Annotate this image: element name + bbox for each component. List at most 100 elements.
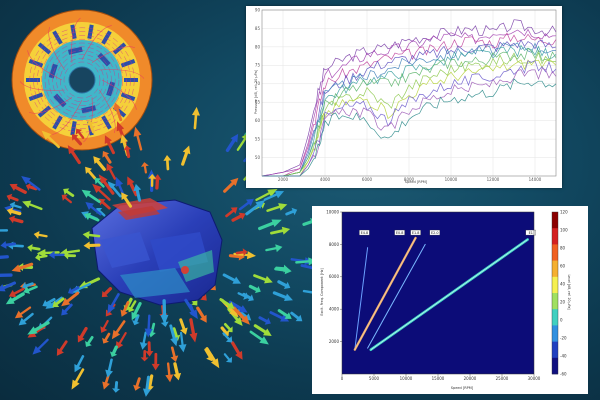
vector-arrowhead bbox=[105, 369, 114, 378]
x-tick-label: 30000 bbox=[528, 376, 541, 381]
vector-arrowhead bbox=[295, 314, 303, 322]
order-tag: E4.8 bbox=[361, 231, 369, 235]
vector-arrow bbox=[228, 300, 245, 312]
vector-arrow bbox=[117, 332, 127, 346]
vector-arrow bbox=[75, 355, 85, 369]
vector-arrow bbox=[225, 208, 236, 218]
vector-arrow bbox=[142, 331, 147, 346]
campbell-ylabel: Excit. Freq. Component [Hz] bbox=[320, 268, 324, 316]
vector-arrow bbox=[272, 291, 289, 300]
vector-arrowhead bbox=[163, 154, 172, 161]
vector-arrowhead bbox=[83, 241, 90, 250]
vector-arrow bbox=[103, 332, 111, 343]
vector-arrow bbox=[18, 306, 32, 317]
vector-arrowhead bbox=[264, 275, 273, 284]
order-line bbox=[262, 47, 557, 177]
vector-arrowhead bbox=[160, 321, 169, 327]
vector-arrowhead bbox=[246, 251, 256, 260]
vector-arrowhead bbox=[21, 176, 31, 185]
vector-arrowhead bbox=[98, 198, 106, 206]
vector-arrow bbox=[220, 326, 229, 336]
colorbar-tick-label: -60 bbox=[560, 371, 567, 376]
vector-arrowhead bbox=[263, 328, 272, 337]
vector-arrow bbox=[8, 195, 19, 202]
vector-arrow bbox=[222, 332, 231, 342]
vector-arrow bbox=[150, 322, 156, 335]
vector-arrow bbox=[302, 219, 315, 226]
vector-arrowhead bbox=[243, 292, 249, 300]
y-tick-label: 75 bbox=[255, 63, 261, 68]
vector-arrow bbox=[86, 233, 101, 238]
vector-arrowhead bbox=[120, 309, 128, 317]
vector-arrow bbox=[21, 312, 34, 324]
gearbox-housing bbox=[91, 198, 223, 306]
vector-arrow bbox=[10, 244, 24, 248]
vector-arrowhead bbox=[32, 345, 42, 355]
vector-arrowhead bbox=[48, 250, 55, 259]
vector-arrow bbox=[181, 149, 189, 166]
colorbar-segment bbox=[552, 325, 558, 342]
vector-arrowhead bbox=[182, 145, 191, 155]
order-tag-box bbox=[525, 229, 536, 236]
y-tick-label: 4000 bbox=[329, 307, 340, 312]
vector-arrow bbox=[36, 233, 48, 238]
noise-order-plot: 2000 4000 6000 8000 10000 12000 14000 90 85 80 75 7… bbox=[255, 7, 557, 182]
order-tag: E0.8 bbox=[396, 231, 404, 235]
x-tick-label: 5000 bbox=[369, 376, 380, 381]
vector-arrow bbox=[86, 214, 100, 222]
vector-arrowhead bbox=[35, 253, 41, 262]
order-line bbox=[262, 39, 557, 177]
colorbar-tick-label: 40 bbox=[560, 281, 566, 286]
vector-arrow bbox=[102, 319, 109, 331]
vector-arrowhead bbox=[225, 356, 233, 363]
vector-arrowhead bbox=[132, 320, 140, 326]
vector-arrowhead bbox=[291, 207, 298, 216]
vector-arrowhead bbox=[8, 289, 17, 298]
vector-arrowhead bbox=[104, 135, 112, 144]
x-tick-label: 12000 bbox=[487, 177, 500, 182]
vector-arrowhead bbox=[85, 166, 93, 174]
vector-arrow bbox=[122, 194, 133, 208]
vector-arrow bbox=[147, 374, 154, 389]
x-tick-label: 6000 bbox=[362, 177, 373, 182]
vector-arrowhead bbox=[33, 230, 40, 239]
colorbar-tick-label: 80 bbox=[560, 245, 566, 250]
y-tick-label: 10000 bbox=[326, 209, 339, 214]
colorbar-segment bbox=[552, 228, 558, 245]
vector-arrowhead bbox=[6, 193, 13, 202]
vector-arrow bbox=[109, 293, 120, 310]
x-tick-label: 8000 bbox=[404, 177, 415, 182]
vector-arrow bbox=[0, 281, 17, 291]
vector-arrowhead bbox=[14, 310, 24, 319]
vector-arrow bbox=[290, 311, 301, 321]
vector-arrowhead bbox=[11, 264, 21, 273]
vector-arrow bbox=[54, 297, 65, 307]
vector-arrowhead bbox=[115, 176, 124, 187]
vector-arrow bbox=[223, 180, 236, 193]
campbell-diagram-panel: E4.8 E0.8 E1.8 E2.0 E1 0 5000 10000 15000 20000 25… bbox=[312, 206, 588, 394]
vector-arrow bbox=[145, 375, 150, 393]
vector-arrowhead bbox=[63, 188, 70, 195]
vector-arrow bbox=[128, 180, 138, 197]
vector-arrow bbox=[107, 358, 113, 374]
vector-arrowhead bbox=[284, 293, 293, 302]
vector-arrowhead bbox=[275, 244, 283, 253]
order-trace-highlight bbox=[370, 239, 528, 350]
vector-arrow bbox=[269, 311, 286, 321]
vector-arrow bbox=[253, 274, 269, 282]
vector-arrow bbox=[88, 122, 95, 134]
vector-arrow bbox=[235, 250, 246, 255]
vector-arrowhead bbox=[94, 177, 102, 185]
vector-arrowhead bbox=[61, 308, 69, 316]
vector-arrowhead bbox=[235, 350, 243, 360]
vector-arrow bbox=[44, 297, 56, 306]
y-tick-label: 65 bbox=[255, 100, 261, 105]
vector-arrowhead bbox=[259, 336, 269, 345]
order-line bbox=[262, 68, 557, 177]
vector-arrow bbox=[275, 266, 287, 271]
vector-arrow bbox=[266, 204, 283, 212]
vector-arrowhead bbox=[131, 311, 139, 321]
vector-arrowhead bbox=[52, 300, 60, 308]
vector-arrow bbox=[100, 200, 111, 210]
vector-arrow bbox=[58, 340, 68, 354]
